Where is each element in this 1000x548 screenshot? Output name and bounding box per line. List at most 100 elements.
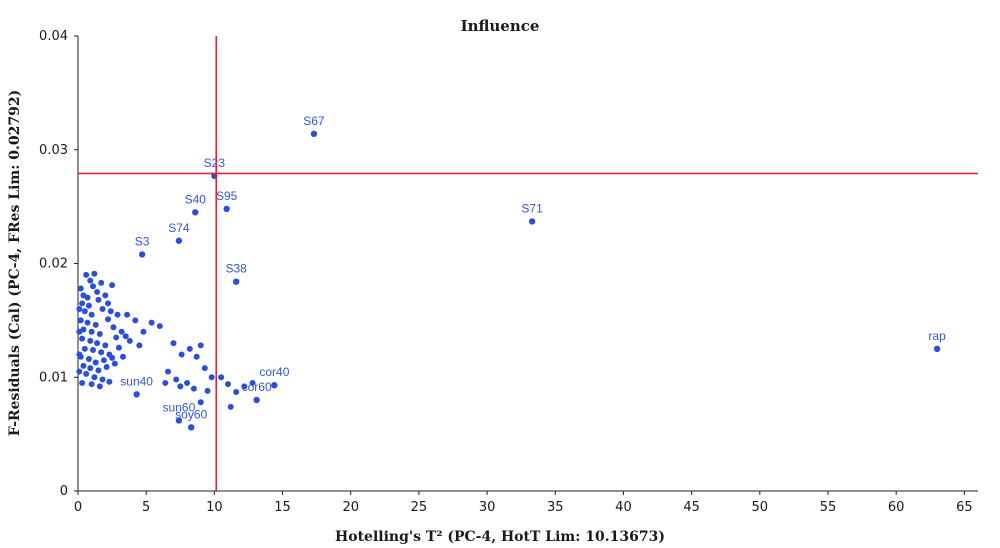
data-point (90, 346, 96, 353)
data-point (138, 251, 146, 258)
data-point (94, 340, 101, 347)
data-point (77, 317, 84, 324)
x-axis-label: Hotelling's T² (PC-4, HotT Lim: 10.13673… (335, 529, 665, 545)
data-point (80, 362, 87, 369)
data-point (193, 353, 200, 360)
data-point (77, 285, 84, 292)
data-point (249, 379, 256, 386)
data-point (105, 316, 111, 323)
x-tick-label: 40 (615, 500, 632, 515)
data-point (76, 328, 83, 335)
data-point (190, 385, 197, 392)
y-tick-label: 0.01 (39, 370, 68, 385)
x-tick-label: 5 (142, 500, 150, 515)
data-point (170, 340, 177, 347)
data-point (148, 319, 155, 326)
data-point (201, 365, 208, 372)
point-label: S40 (185, 192, 207, 206)
data-point (140, 328, 147, 335)
data-point (933, 345, 941, 353)
data-point (113, 334, 120, 341)
data-point (95, 296, 102, 303)
data-point (84, 319, 91, 326)
data-point (223, 205, 230, 213)
data-point (76, 351, 83, 358)
point-label: cor60 (242, 380, 272, 394)
data-point (218, 374, 225, 381)
y-tick-label: 0.04 (39, 29, 68, 44)
data-point (271, 382, 278, 389)
data-point (165, 368, 171, 375)
data-point (162, 379, 169, 386)
data-point (114, 311, 121, 318)
x-axis-ticks: 0 5 10 15 20 25 30 35 40 45 50 55 60 65 (74, 491, 973, 515)
data-point (91, 270, 98, 277)
data-point (111, 360, 118, 367)
point-label: soy60 (175, 407, 207, 421)
x-tick-label: 35 (547, 500, 564, 515)
data-point (184, 379, 191, 386)
data-point (241, 383, 248, 390)
data-point (90, 283, 96, 290)
data-point (528, 218, 536, 225)
labeled-points: S67 S23 S40 S95 S71 S74 S3 S38 rap sun40 sun60soy6… (120, 114, 946, 431)
data-point (133, 391, 140, 398)
point-label: cor40 (259, 365, 289, 379)
data-point (87, 337, 94, 344)
data-point (87, 365, 94, 372)
data-point (88, 311, 95, 318)
data-point (109, 354, 116, 361)
data-point (177, 383, 184, 390)
x-tick-label: 45 (683, 500, 700, 515)
x-tick-label: 0 (74, 500, 82, 515)
point-label: S74 (168, 221, 190, 235)
data-point (76, 306, 83, 312)
x-tick-label: 10 (206, 500, 223, 515)
y-tick-label: 0.02 (39, 257, 68, 272)
data-point (96, 331, 103, 338)
y-axis-ticks: 0 0.01 0.02 0.03 0.04 (39, 29, 78, 499)
data-point (95, 367, 102, 374)
x-tick-label: 50 (752, 500, 769, 515)
point-label: rap (928, 329, 946, 343)
data-point (99, 306, 106, 312)
data-point (232, 278, 240, 285)
data-point (126, 337, 133, 344)
data-point (175, 417, 183, 424)
data-point (92, 359, 99, 366)
data-point (132, 317, 139, 324)
data-point (192, 209, 199, 216)
x-tick-label: 25 (411, 500, 428, 515)
data-point (197, 399, 204, 406)
data-point (81, 345, 88, 352)
limit-lines (78, 36, 978, 491)
data-point (208, 374, 215, 381)
data-point (85, 356, 92, 363)
data-point (227, 403, 234, 410)
x-tick-label: 65 (956, 500, 973, 515)
data-point (83, 370, 90, 377)
data-point (87, 277, 94, 284)
data-point (85, 302, 92, 309)
data-point (99, 376, 106, 383)
data-point (115, 344, 122, 351)
x-tick-label: 15 (274, 500, 291, 515)
data-point (118, 328, 125, 335)
data-point (96, 383, 103, 390)
data-point (124, 311, 131, 318)
data-point (225, 381, 231, 388)
data-point (204, 387, 211, 394)
data-point (100, 357, 107, 364)
plot-area (77, 36, 978, 492)
y-axis-label: F-Residuals (Cal) (PC-4, FRes Lim: 0.027… (7, 90, 23, 436)
data-point (253, 396, 260, 404)
data-point (84, 294, 91, 301)
data-point (136, 342, 143, 349)
y-tick-label: 0 (60, 484, 68, 499)
data-point (88, 328, 95, 335)
data-point (173, 376, 180, 383)
data-point (120, 353, 126, 360)
x-tick-label: 55 (820, 500, 837, 515)
data-point (178, 351, 185, 358)
point-label: sun40 (120, 374, 153, 388)
